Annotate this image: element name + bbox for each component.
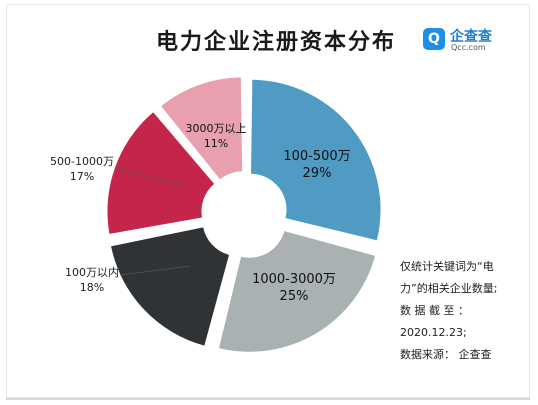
slice-percent-label: 17% bbox=[70, 170, 94, 183]
qcc-logo-icon: Q bbox=[423, 28, 445, 50]
slice-category-label: 100万以内 bbox=[65, 265, 119, 279]
slice-category-label: 100-500万 bbox=[283, 149, 350, 164]
brand-name: 企查查 bbox=[450, 29, 492, 45]
chart-title: 电力企业注册资本分布 bbox=[156, 30, 397, 55]
leader-line bbox=[114, 167, 183, 187]
data-note: 仅统计关键词为“电 力”的相关企业数量; 数 据 截 至 ： 2020.12.2… bbox=[400, 256, 530, 366]
brand-logo: Q 企查查 Qcc.com bbox=[423, 26, 513, 54]
slice-category-label: 500-1000万 bbox=[50, 155, 114, 168]
slice-category-label: 1000-3000万 bbox=[252, 272, 336, 287]
note-line: 2020.12.23; bbox=[400, 326, 467, 339]
brand-url: Qcc.com bbox=[451, 43, 486, 52]
pie-slice bbox=[107, 112, 215, 234]
pie-slice bbox=[111, 227, 230, 346]
slice-percent-label: 18% bbox=[80, 281, 104, 294]
slice-percent-label: 11% bbox=[204, 137, 228, 150]
slice-percent-label: 29% bbox=[303, 166, 332, 181]
note-line: 力”的相关企业数量; bbox=[400, 282, 498, 295]
note-line: 数据来源： 企查查 bbox=[400, 348, 492, 361]
pie-slice bbox=[219, 231, 376, 352]
note-line: 仅统计关键词为“电 bbox=[400, 260, 494, 273]
slice-percent-label: 25% bbox=[280, 289, 309, 304]
leader-line bbox=[119, 265, 191, 276]
pie-slice bbox=[161, 77, 243, 180]
donut-hole bbox=[211, 180, 279, 248]
slice-category-label: 3000万以上 bbox=[186, 122, 247, 135]
pie-slice bbox=[251, 79, 381, 241]
note-line: 数 据 截 至 ： bbox=[400, 304, 469, 317]
